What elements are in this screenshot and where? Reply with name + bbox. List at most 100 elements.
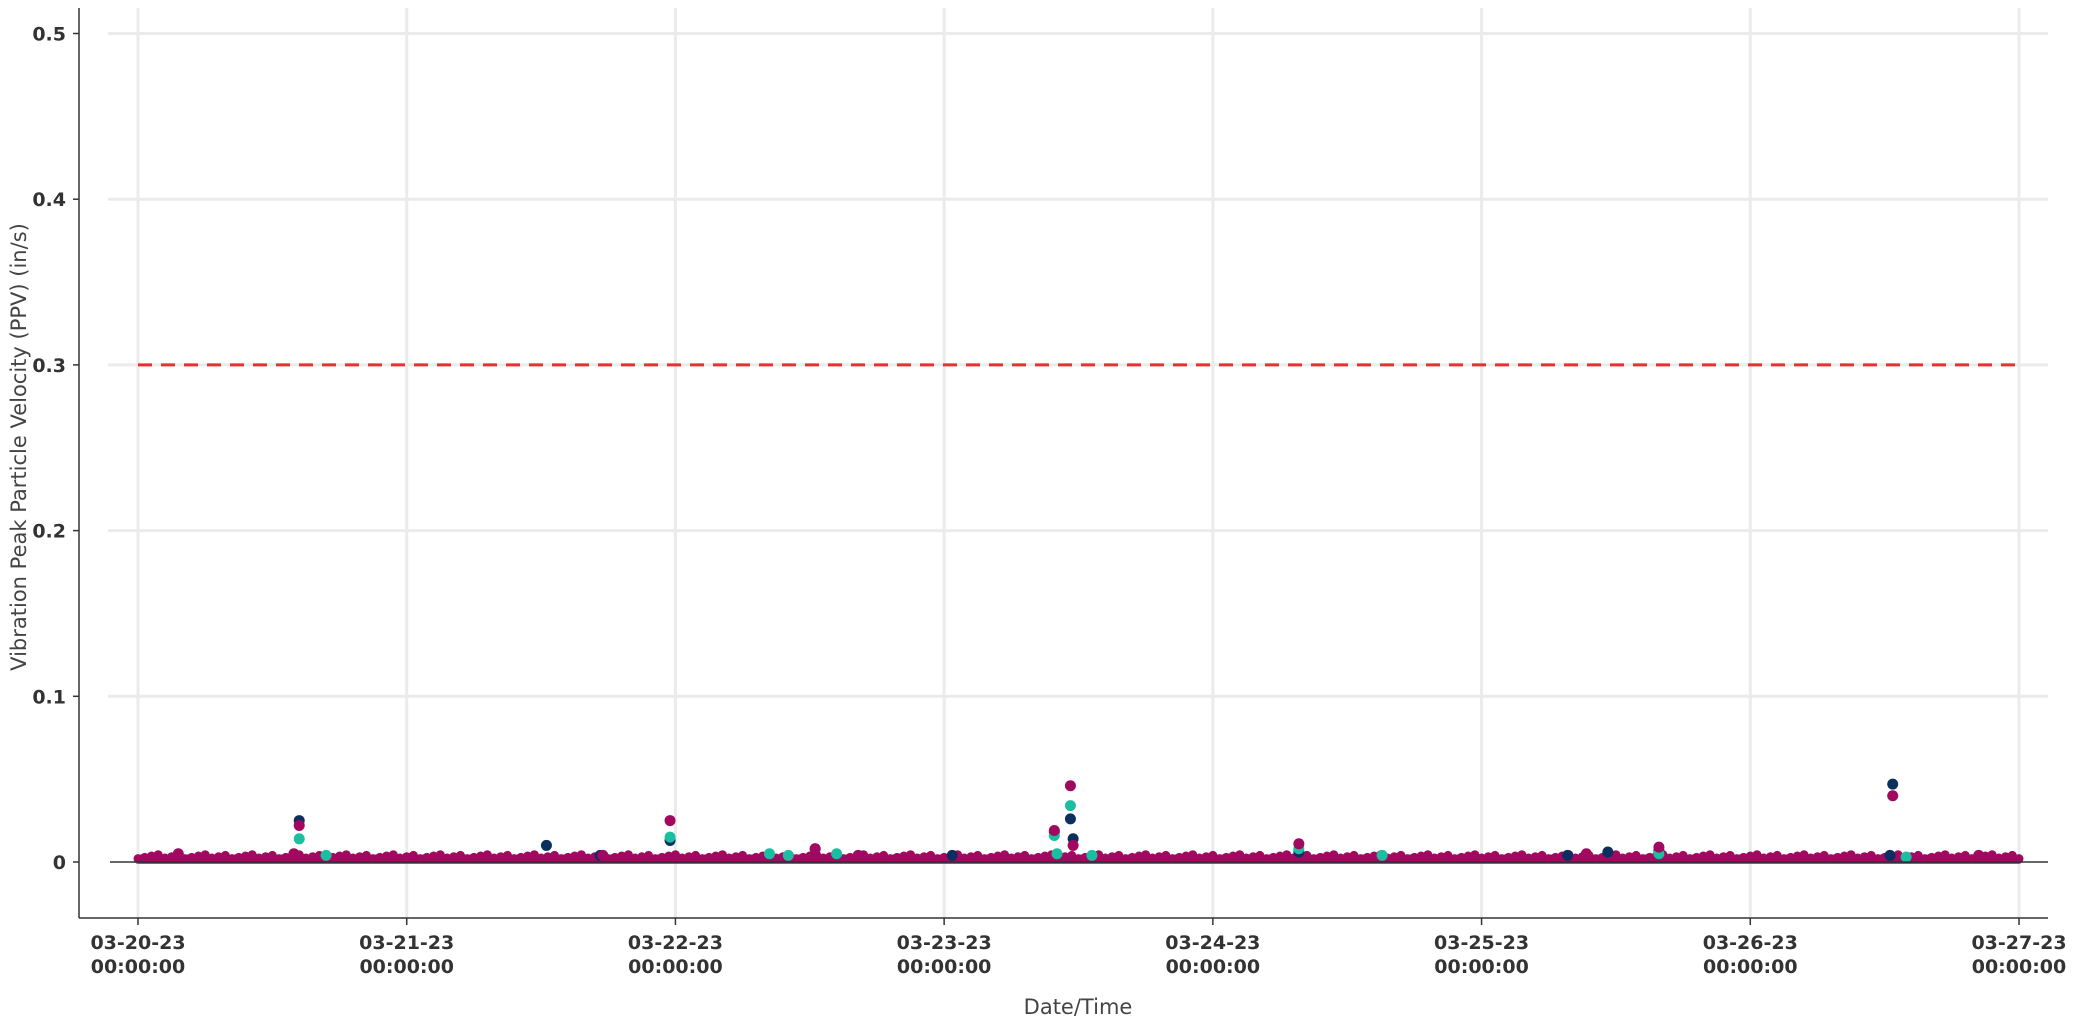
baseline-point [220, 850, 230, 860]
data-point [809, 843, 821, 855]
baseline-point [1866, 850, 1876, 860]
data-point [1884, 849, 1896, 861]
data-point [597, 849, 609, 861]
baseline-point [1282, 850, 1292, 860]
baseline-point [919, 852, 929, 862]
baseline-point [1685, 854, 1695, 864]
baseline-point [1349, 850, 1359, 860]
baseline-point [912, 853, 922, 863]
baseline-point [986, 852, 996, 862]
baseline-point [1839, 851, 1849, 861]
data-point [664, 831, 676, 843]
ticks-layer: 00.10.20.30.40.503-20-2300:00:0003-21-23… [32, 24, 2066, 979]
baseline-point [617, 851, 627, 861]
baseline-point [1275, 851, 1285, 861]
baseline-point [1665, 853, 1675, 863]
baseline-point [630, 853, 640, 863]
baseline-point [1208, 850, 1218, 860]
baseline-point [1692, 852, 1702, 862]
baseline-point [1994, 853, 2004, 863]
axes-layer [78, 8, 2048, 919]
y-axis-title: Vibration Peak Particle Velocity (PPV) (… [7, 223, 31, 671]
baseline-point [1618, 853, 1628, 863]
baseline-point [932, 854, 942, 864]
baseline-point [892, 852, 902, 862]
baseline-point [979, 854, 989, 864]
baseline-point [261, 852, 271, 862]
baseline-point [1503, 852, 1513, 862]
baseline-point [1497, 854, 1507, 864]
baseline-point [865, 853, 875, 863]
x-axis-title: Date/Time [1024, 995, 1133, 1019]
grid-layer [108, 8, 2048, 918]
baseline-point [1510, 851, 1520, 861]
baseline-point [254, 853, 264, 863]
baseline-point [382, 851, 392, 861]
baseline-point [422, 852, 432, 862]
baseline-point [1020, 850, 1030, 860]
baseline-point [1241, 853, 1251, 863]
baseline-point [1329, 850, 1339, 860]
baseline-point [523, 851, 533, 861]
baseline-point [133, 854, 143, 864]
x-tick-date-label: 03-25-23 [1434, 932, 1529, 954]
baseline-point [939, 852, 949, 862]
baseline-point [476, 851, 486, 861]
baseline-point [1920, 854, 1930, 864]
x-tick-time-label: 00:00:00 [359, 956, 454, 978]
baseline-point [1859, 852, 1869, 862]
baseline-point [1141, 850, 1151, 860]
baseline-point [1698, 851, 1708, 861]
baseline-point [536, 853, 546, 863]
baseline-point [556, 854, 566, 864]
y-tick-label: 0.2 [32, 521, 66, 543]
baseline-point [1215, 854, 1225, 864]
baseline-point [973, 850, 983, 860]
baseline-point [899, 851, 909, 861]
baseline-point [274, 854, 284, 864]
baseline-point [455, 850, 465, 860]
baseline-point [361, 850, 371, 860]
baseline-point [1671, 852, 1681, 862]
baseline-point [482, 850, 492, 860]
data-point [1887, 790, 1899, 802]
baseline-point [744, 854, 754, 864]
data-point [763, 848, 775, 860]
baseline-point [408, 850, 418, 860]
baseline-point [1436, 852, 1446, 862]
baseline-point [885, 854, 895, 864]
data-point [288, 848, 300, 860]
baseline-point [1819, 850, 1829, 860]
baseline-point [516, 852, 526, 862]
y-tick-label: 0.5 [32, 24, 66, 46]
baseline-point [1725, 850, 1735, 860]
baseline-point [1483, 852, 1493, 862]
baseline-point [1033, 852, 1043, 862]
baseline-point [879, 850, 889, 860]
baseline-point [496, 852, 506, 862]
baseline-point [798, 852, 808, 862]
baseline-point [1759, 853, 1769, 863]
baseline-point [576, 850, 586, 860]
baseline-point [1403, 854, 1413, 864]
baseline-point [1416, 851, 1426, 861]
x-tick-time-label: 00:00:00 [91, 956, 186, 978]
baseline-point [1678, 850, 1688, 860]
baseline-point [1846, 850, 1856, 860]
baseline-point [1262, 854, 1272, 864]
baseline-point [1645, 852, 1655, 862]
baseline-point [818, 853, 828, 863]
baseline-point [724, 853, 734, 863]
baseline-point [335, 851, 345, 861]
baseline-point [1631, 850, 1641, 860]
baseline-point [200, 850, 210, 860]
baseline-point [469, 852, 479, 862]
baseline-point [1940, 850, 1950, 860]
baseline-point [2014, 854, 2024, 864]
baseline-point [1490, 850, 1500, 860]
baseline-point [1732, 854, 1742, 864]
baseline-point [1927, 852, 1937, 862]
baseline-point [1194, 853, 1204, 863]
baseline-point [657, 852, 667, 862]
